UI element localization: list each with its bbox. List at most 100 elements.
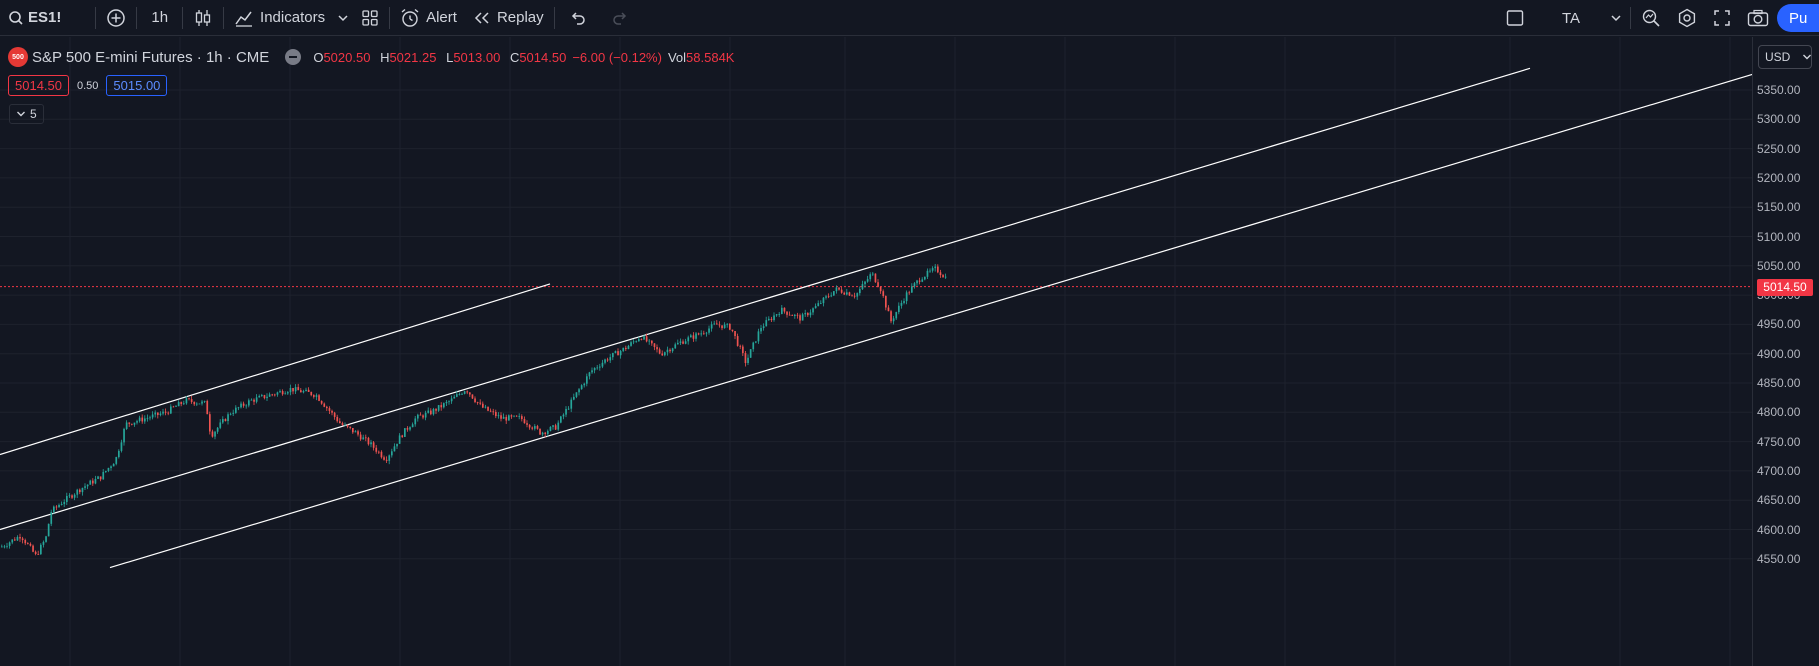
candle-body (458, 394, 461, 395)
candle-body (287, 392, 289, 394)
candle-body (749, 349, 752, 358)
candle-body (146, 417, 149, 419)
candle-body (294, 387, 297, 392)
candle-body (313, 395, 315, 397)
candle-body (401, 435, 404, 437)
candle-body (274, 394, 276, 396)
candle-body (567, 408, 570, 410)
candle-body (739, 345, 742, 347)
candle-body (245, 405, 248, 407)
candle-body (895, 312, 898, 319)
price-axis[interactable] (1752, 37, 1819, 666)
price-axis-label: 5050.00 (1757, 258, 1801, 273)
buy-button[interactable]: 5015.00 (106, 75, 168, 96)
sell-button[interactable]: 5014.50 (8, 75, 69, 96)
price-axis-label: 4800.00 (1757, 405, 1801, 420)
candle-body (227, 414, 229, 422)
candle-body (398, 435, 401, 444)
indicators-collapse-button[interactable]: 5 (9, 104, 44, 124)
spread-value: 0.50 (77, 79, 99, 92)
candle-body (825, 296, 827, 298)
candle-body (383, 457, 385, 460)
candle-body (375, 447, 378, 452)
candle-body (177, 402, 180, 407)
candle-body (76, 489, 79, 495)
publish-button[interactable]: Pu (1777, 4, 1819, 32)
currency-selector[interactable]: USD (1758, 45, 1812, 69)
undo-button[interactable] (557, 0, 599, 36)
candle-body (781, 307, 783, 315)
candle-body (411, 424, 414, 428)
candle-body (747, 357, 749, 364)
minus-circle-icon[interactable] (285, 49, 302, 65)
chart-type-button[interactable] (185, 0, 221, 36)
candle-body (466, 391, 469, 393)
candle-body (63, 501, 66, 505)
ta-button[interactable]: TA (1561, 9, 1580, 27)
candle-body (185, 398, 188, 404)
candle-body (809, 312, 812, 316)
redo-button[interactable] (599, 0, 641, 36)
indicators-dropdown[interactable] (333, 0, 353, 36)
quick-search-button[interactable] (1633, 0, 1669, 36)
candle-body (586, 376, 588, 384)
candle-body (365, 437, 367, 439)
alert-button[interactable]: Alert (392, 0, 465, 36)
candle-body (133, 422, 136, 425)
candle-body (937, 266, 939, 273)
layout-button[interactable] (1492, 0, 1538, 36)
candle-body (224, 419, 227, 422)
search-icon (8, 10, 24, 26)
candle-body (99, 476, 102, 480)
candle-body (578, 389, 580, 393)
divider (136, 6, 138, 29)
candle-body (393, 446, 396, 452)
compare-button[interactable] (98, 0, 134, 36)
candle-body (268, 394, 271, 397)
candle-body (484, 406, 487, 408)
candle-body (154, 412, 157, 415)
templates-button[interactable] (353, 0, 387, 36)
candle-body (253, 399, 255, 402)
indicators-button[interactable]: Indicators (226, 0, 333, 36)
candle-body (625, 347, 627, 350)
candle-body (622, 347, 625, 352)
candle-body (929, 270, 931, 272)
candle-body (406, 428, 409, 430)
fullscreen-button[interactable] (1705, 0, 1739, 36)
candle-body (788, 314, 791, 316)
snapshot-button[interactable] (1739, 0, 1777, 36)
candle-body (905, 292, 908, 302)
candle-body (362, 437, 365, 440)
candle-body (534, 426, 536, 429)
price-chart[interactable] (0, 37, 1752, 666)
candle-body (547, 430, 549, 435)
candle-body (570, 399, 573, 409)
candle-body (768, 318, 770, 321)
candle-body (24, 540, 27, 544)
candle-body (102, 472, 105, 480)
candle-body (723, 324, 726, 329)
symbol-title[interactable]: S&P 500 E-mini Futures · 1h · CME (32, 48, 270, 66)
candle-body (29, 543, 32, 546)
chevron-down-icon (337, 12, 349, 24)
candle-body (575, 392, 578, 397)
candle-body (37, 553, 40, 555)
divider (1630, 7, 1631, 29)
series-legend: 500 S&P 500 E-mini Futures · 1h · CME O5… (8, 47, 740, 67)
redo-icon (611, 10, 629, 26)
candle-body (679, 341, 682, 343)
candle-body (580, 385, 583, 390)
symbol-search[interactable]: ES1! (0, 0, 69, 36)
candle-body (123, 428, 125, 443)
replay-button[interactable]: Replay (465, 0, 552, 36)
candle-body (469, 392, 471, 395)
candle-body (443, 403, 445, 408)
interval-button[interactable]: 1h (151, 9, 169, 26)
candle-body (911, 286, 913, 293)
candle-body (554, 425, 557, 430)
candle-body (487, 406, 489, 411)
ta-dropdown[interactable] (1604, 0, 1628, 36)
candle-body (934, 266, 937, 269)
settings-button[interactable] (1669, 0, 1705, 36)
